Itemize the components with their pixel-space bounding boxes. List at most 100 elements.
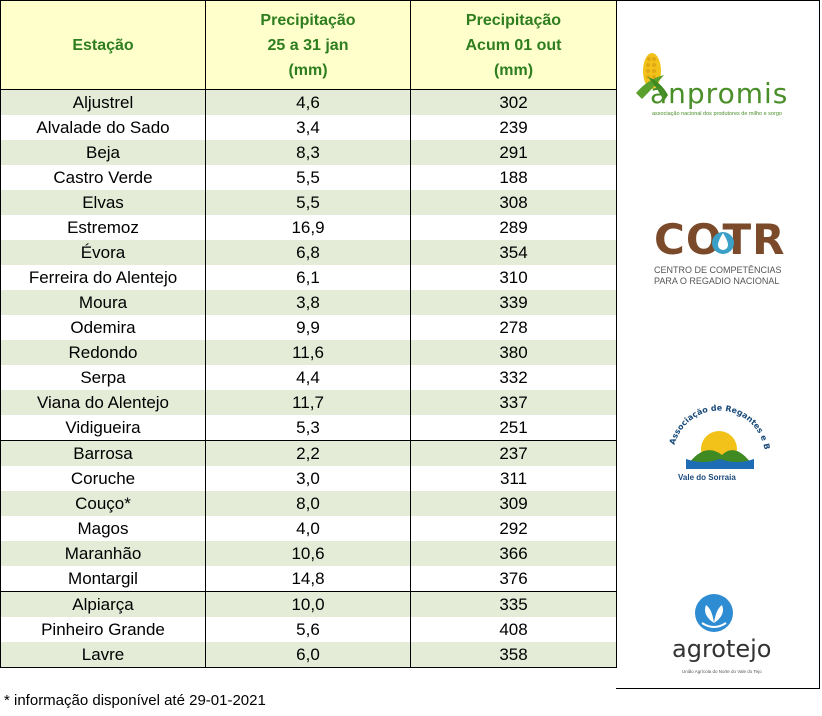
cell-accum-precip: 380: [410, 340, 617, 365]
cell-station: Aljustrel: [0, 89, 206, 115]
cell-weekly-precip: 8,3: [205, 140, 411, 165]
table-row: Maranhão 10,6 366: [0, 541, 617, 566]
table-row: Odemira 9,9 278: [0, 315, 617, 340]
anpromis-wordmark: anpromis: [650, 77, 789, 110]
cell-weekly-precip: 2,2: [205, 440, 411, 466]
cell-station: Estremoz: [0, 215, 206, 240]
cell-station: Maranhão: [0, 541, 206, 566]
table-row: Magos 4,0 292: [0, 516, 617, 541]
sorraia-emblem-icon: Associação de Regantes e Beneficiários d…: [661, 382, 771, 469]
table-row: Pinheiro Grande 5,6 408: [0, 617, 617, 642]
footnote: * informação disponível até 29-01-2021: [4, 692, 266, 709]
header-accum-precip: Precipitação Acum 01 out (mm): [410, 0, 617, 90]
cotr-subtitle-2: PARA O REGADIO NACIONAL: [654, 276, 780, 286]
cell-weekly-precip: 4,6: [205, 89, 411, 115]
cell-accum-precip: 339: [410, 290, 617, 315]
anpromis-logo: anpromis associação nacional dos produto…: [634, 49, 814, 117]
cell-station: Serpa: [0, 365, 206, 390]
cell-weekly-precip: 5,5: [205, 190, 411, 215]
cell-accum-precip: 358: [410, 642, 617, 668]
cell-weekly-precip: 5,3: [205, 415, 411, 441]
agrotejo-emblem-icon: [695, 594, 733, 632]
table-row: Alpiarça 10,0 335: [0, 591, 617, 617]
water-drop-icon: [712, 232, 734, 254]
table-row: Lavre 6,0 358: [0, 642, 617, 668]
cell-station: Ferreira do Alentejo: [0, 265, 206, 290]
table-row: Vidigueira 5,3 251: [0, 415, 617, 441]
sorraia-name: Vale do Sorraia: [678, 473, 736, 482]
cell-station: Lavre: [0, 642, 206, 668]
anpromis-tagline: associação nacional dos produtores de mi…: [652, 111, 782, 117]
header-weekly-precip: Precipitação 25 a 31 jan (mm): [205, 0, 411, 90]
cell-station: Évora: [0, 240, 206, 265]
cell-accum-precip: 337: [410, 390, 617, 415]
table-header-row: Estação Precipitação 25 a 31 jan (mm) Pr…: [0, 0, 617, 90]
cell-station: Viana do Alentejo: [0, 390, 206, 415]
cell-accum-precip: 354: [410, 240, 617, 265]
cell-accum-precip: 237: [410, 440, 617, 466]
cell-weekly-precip: 9,9: [205, 315, 411, 340]
cell-station: Beja: [0, 140, 206, 165]
cell-weekly-precip: 10,6: [205, 541, 411, 566]
cell-weekly-precip: 3,0: [205, 466, 411, 491]
cell-accum-precip: 188: [410, 165, 617, 190]
table-row: Montargil 14,8 376: [0, 566, 617, 592]
table-row: Moura 3,8 339: [0, 290, 617, 315]
cell-weekly-precip: 14,8: [205, 566, 411, 592]
cell-station: Elvas: [0, 190, 206, 215]
cell-accum-precip: 308: [410, 190, 617, 215]
cell-accum-precip: 239: [410, 115, 617, 140]
cell-weekly-precip: 6,1: [205, 265, 411, 290]
cell-station: Magos: [0, 516, 206, 541]
header-station: Estação: [0, 0, 206, 90]
cell-station: Alpiarça: [0, 591, 206, 617]
cell-accum-precip: 251: [410, 415, 617, 441]
corn-icon: [636, 53, 668, 101]
logo-column: anpromis associação nacional dos produto…: [616, 0, 820, 689]
cell-station: Alvalade do Sado: [0, 115, 206, 140]
cell-weekly-precip: 16,9: [205, 215, 411, 240]
table-row: Barrosa 2,2 237: [0, 440, 617, 466]
table-row: Évora 6,8 354: [0, 240, 617, 265]
cell-weekly-precip: 4,4: [205, 365, 411, 390]
cell-accum-precip: 292: [410, 516, 617, 541]
cell-accum-precip: 310: [410, 265, 617, 290]
cell-accum-precip: 335: [410, 591, 617, 617]
cell-accum-precip: 332: [410, 365, 617, 390]
cell-accum-precip: 376: [410, 566, 617, 592]
agrotejo-logo: agrotejo União Agrícola do Norte do Vale…: [672, 593, 782, 683]
table-body: Aljustrel 4,6 302 Alvalade do Sado 3,4 239 Bej…: [0, 89, 617, 668]
cell-accum-precip: 278: [410, 315, 617, 340]
table-row: Coruche 3,0 311: [0, 466, 617, 491]
cell-weekly-precip: 4,0: [205, 516, 411, 541]
cell-weekly-precip: 11,6: [205, 340, 411, 365]
cell-station: Moura: [0, 290, 206, 315]
cotr-logo: COTR CENTRO DE COMPETÊNCIAS PARA O REGAD…: [654, 215, 804, 286]
precipitation-table: Estação Precipitação 25 a 31 jan (mm) Pr…: [0, 0, 617, 668]
cell-station: Barrosa: [0, 440, 206, 466]
cell-station: Odemira: [0, 315, 206, 340]
table-row: Alvalade do Sado 3,4 239: [0, 115, 617, 140]
agrotejo-tagline: União Agrícola do Norte do Vale do Tejo: [682, 669, 762, 674]
table-row: Castro Verde 5,5 188: [0, 165, 617, 190]
cell-accum-precip: 366: [410, 541, 617, 566]
cell-weekly-precip: 6,0: [205, 642, 411, 668]
cell-weekly-precip: 6,8: [205, 240, 411, 265]
table-row: Aljustrel 4,6 302: [0, 89, 617, 115]
cell-weekly-precip: 3,4: [205, 115, 411, 140]
cell-station: Pinheiro Grande: [0, 617, 206, 642]
cell-station: Redondo: [0, 340, 206, 365]
agrotejo-wordmark: agrotejo: [672, 635, 772, 663]
cell-accum-precip: 289: [410, 215, 617, 240]
cell-accum-precip: 309: [410, 491, 617, 516]
cotr-subtitle-1: CENTRO DE COMPETÊNCIAS: [654, 265, 782, 275]
table-row: Serpa 4,4 332: [0, 365, 617, 390]
cell-weekly-precip: 5,5: [205, 165, 411, 190]
cell-weekly-precip: 8,0: [205, 491, 411, 516]
cell-accum-precip: 408: [410, 617, 617, 642]
cell-accum-precip: 291: [410, 140, 617, 165]
cell-station: Castro Verde: [0, 165, 206, 190]
cell-station: Couço*: [0, 491, 206, 516]
cell-station: Coruche: [0, 466, 206, 491]
cell-weekly-precip: 5,6: [205, 617, 411, 642]
